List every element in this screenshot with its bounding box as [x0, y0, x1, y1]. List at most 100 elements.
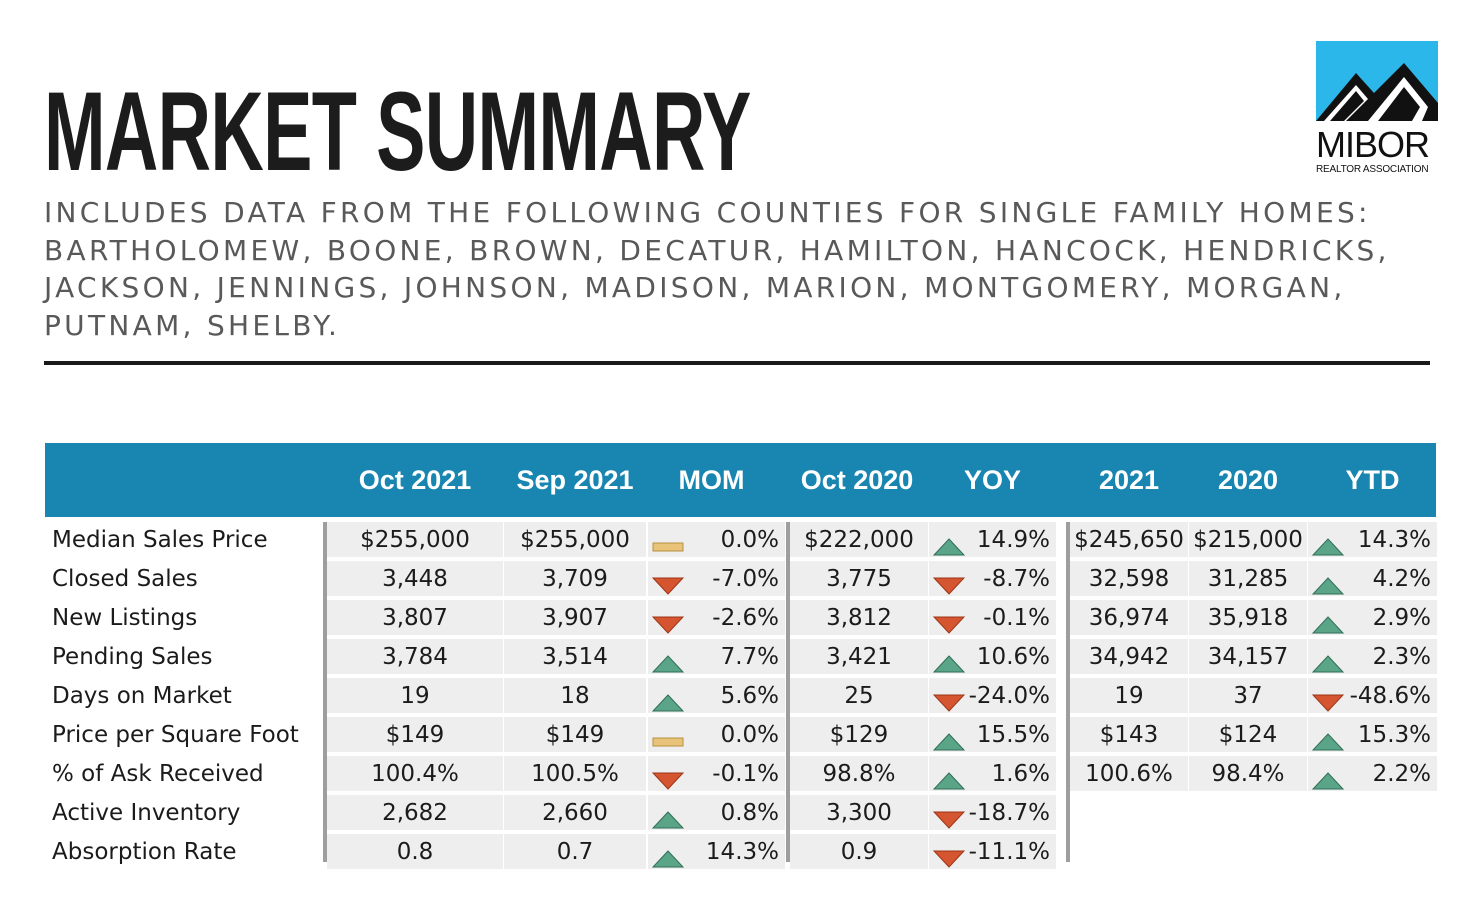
cell-ytd-2020: $215,000	[1189, 522, 1307, 557]
row-label: % of Ask Received	[45, 756, 323, 791]
cell-mom: -7.0%	[648, 561, 785, 596]
cell-oct-2021: 0.8	[327, 834, 503, 869]
table-row: Price per Square Foot $149 $149 0.0% $129 15.…	[45, 717, 1437, 756]
cell-ytd-2020-value: 35,918	[1207, 605, 1289, 631]
col-header-oct-2021: Oct 2021	[358, 465, 472, 495]
trend-up-icon	[651, 648, 685, 673]
cell-yoy-value: -11.1%	[968, 839, 1050, 865]
row-label-value: Closed Sales	[52, 566, 198, 592]
cell-ytd-2021-value: 100.6%	[1085, 761, 1173, 787]
row-label: Price per Square Foot	[45, 717, 323, 752]
cell-yoy: 15.5%	[929, 717, 1056, 752]
cell-ytd-2020: 31,285	[1189, 561, 1307, 596]
trend-up-icon	[1311, 726, 1345, 751]
cell-yoy: 1.6%	[929, 756, 1056, 791]
cell-ytd-2020: 37	[1189, 678, 1307, 713]
cell-oct-2021: $149	[327, 717, 503, 752]
cell-sep-2021: 3,907	[504, 600, 646, 635]
cell-ytd-2021-value: 34,942	[1088, 644, 1170, 670]
row-label: Days on Market	[45, 678, 323, 713]
trend-up-icon	[651, 687, 685, 712]
trend-down-icon	[651, 570, 685, 595]
cell-ytd: 14.3%	[1308, 522, 1437, 557]
cell-oct-2020-value: 3,812	[826, 605, 892, 631]
trend-down-icon	[932, 570, 966, 595]
trend-flat-icon	[652, 531, 684, 552]
cell-mom-value: 0.8%	[720, 800, 779, 826]
cell-sep-2021-value: 18	[560, 683, 590, 709]
cell-sep-2021: 2,660	[504, 795, 646, 830]
cell-oct-2020: 98.8%	[790, 756, 928, 791]
market-summary-table: Oct 2021 Sep 2021 MOM Oct 2020 YOY 2021 …	[45, 443, 1437, 869]
cell-oct-2020-value: 0.9	[840, 839, 878, 865]
cell-sep-2021: 3,514	[504, 639, 646, 674]
trend-up-icon	[1311, 765, 1345, 790]
col-header-2020: 2020	[1217, 465, 1279, 495]
cell-ytd-2020: 34,157	[1189, 639, 1307, 674]
cell-yoy: -0.1%	[929, 600, 1056, 635]
row-label: Closed Sales	[45, 561, 323, 596]
trend-up-icon	[932, 765, 966, 790]
trend-up-icon	[1311, 609, 1345, 634]
cell-mom-value: 7.7%	[720, 644, 779, 670]
table-row: Median Sales Price $255,000 $255,000 0.0% $2…	[45, 522, 1437, 561]
cell-ytd-2020-value: 34,157	[1207, 644, 1289, 670]
cell-oct-2021: 3,807	[327, 600, 503, 635]
logo-tagline: REALTOR ASSOCIATION	[1316, 164, 1429, 175]
cell-sep-2021: $255,000	[504, 522, 646, 557]
cell-ytd-2020: $124	[1189, 717, 1307, 752]
trend-down-icon	[932, 687, 966, 712]
cell-yoy: 14.9%	[929, 522, 1056, 557]
cell-yoy-value: 10.6%	[976, 644, 1050, 670]
cell-oct-2021-value: 3,784	[382, 644, 448, 670]
cell-sep-2021: 3,709	[504, 561, 646, 596]
trend-up-icon	[651, 843, 685, 868]
cell-oct-2020: 25	[790, 678, 928, 713]
cell-yoy-value: -18.7%	[968, 800, 1050, 826]
cell-ytd-2021: 19	[1070, 678, 1188, 713]
trend-down-icon	[932, 843, 966, 868]
cell-oct-2020: 3,775	[790, 561, 928, 596]
trend-up-icon	[932, 648, 966, 673]
trend-down-icon	[651, 609, 685, 634]
cell-ytd-2020-value: $215,000	[1193, 527, 1303, 553]
cell-oct-2020-value: 3,300	[826, 800, 892, 826]
row-label-value: Absorption Rate	[52, 839, 237, 865]
cell-oct-2020: 3,300	[790, 795, 928, 830]
cell-sep-2021-value: 2,660	[542, 800, 608, 826]
cell-sep-2021-value: 3,709	[542, 566, 608, 592]
cell-mom: -2.6%	[648, 600, 785, 635]
cell-ytd-value: 15.3%	[1357, 722, 1431, 748]
cell-mom: 7.7%	[648, 639, 785, 674]
cell-ytd-value: -48.6%	[1349, 683, 1431, 709]
row-label: Active Inventory	[45, 795, 323, 830]
row-label: New Listings	[45, 600, 323, 635]
cell-ytd-2021: 100.6%	[1070, 756, 1188, 791]
cell-oct-2020: $222,000	[790, 522, 928, 557]
row-label-value: % of Ask Received	[52, 761, 264, 787]
cell-oct-2021-value: 3,807	[382, 605, 448, 631]
row-label-value: Price per Square Foot	[52, 722, 299, 748]
cell-ytd-value: 2.2%	[1372, 761, 1431, 787]
row-label-value: Days on Market	[52, 683, 232, 709]
cell-oct-2020-value: 3,421	[826, 644, 892, 670]
cell-sep-2021-value: 3,514	[542, 644, 608, 670]
row-label: Pending Sales	[45, 639, 323, 674]
cell-oct-2020: 3,421	[790, 639, 928, 674]
logo-wordmark: MIBOR	[1316, 124, 1430, 165]
page-title: MARKET SUMMARY	[44, 69, 751, 194]
cell-yoy-value: -8.7%	[983, 566, 1050, 592]
cell-oct-2021-value: $255,000	[360, 527, 470, 553]
cell-mom-value: -2.6%	[712, 605, 779, 631]
cell-yoy: -8.7%	[929, 561, 1056, 596]
cell-mom-value: -0.1%	[712, 761, 779, 787]
col-header-sep-2021: Sep 2021	[516, 465, 634, 495]
cell-mom: 5.6%	[648, 678, 785, 713]
cell-ytd: 15.3%	[1308, 717, 1437, 752]
cell-yoy-value: 1.6%	[991, 761, 1050, 787]
divider-rule	[44, 361, 1430, 365]
cell-yoy-value: -0.1%	[983, 605, 1050, 631]
cell-oct-2020-value: $129	[829, 722, 889, 748]
cell-ytd-2021-value: 36,974	[1088, 605, 1170, 631]
cell-ytd-value: 14.3%	[1357, 527, 1431, 553]
